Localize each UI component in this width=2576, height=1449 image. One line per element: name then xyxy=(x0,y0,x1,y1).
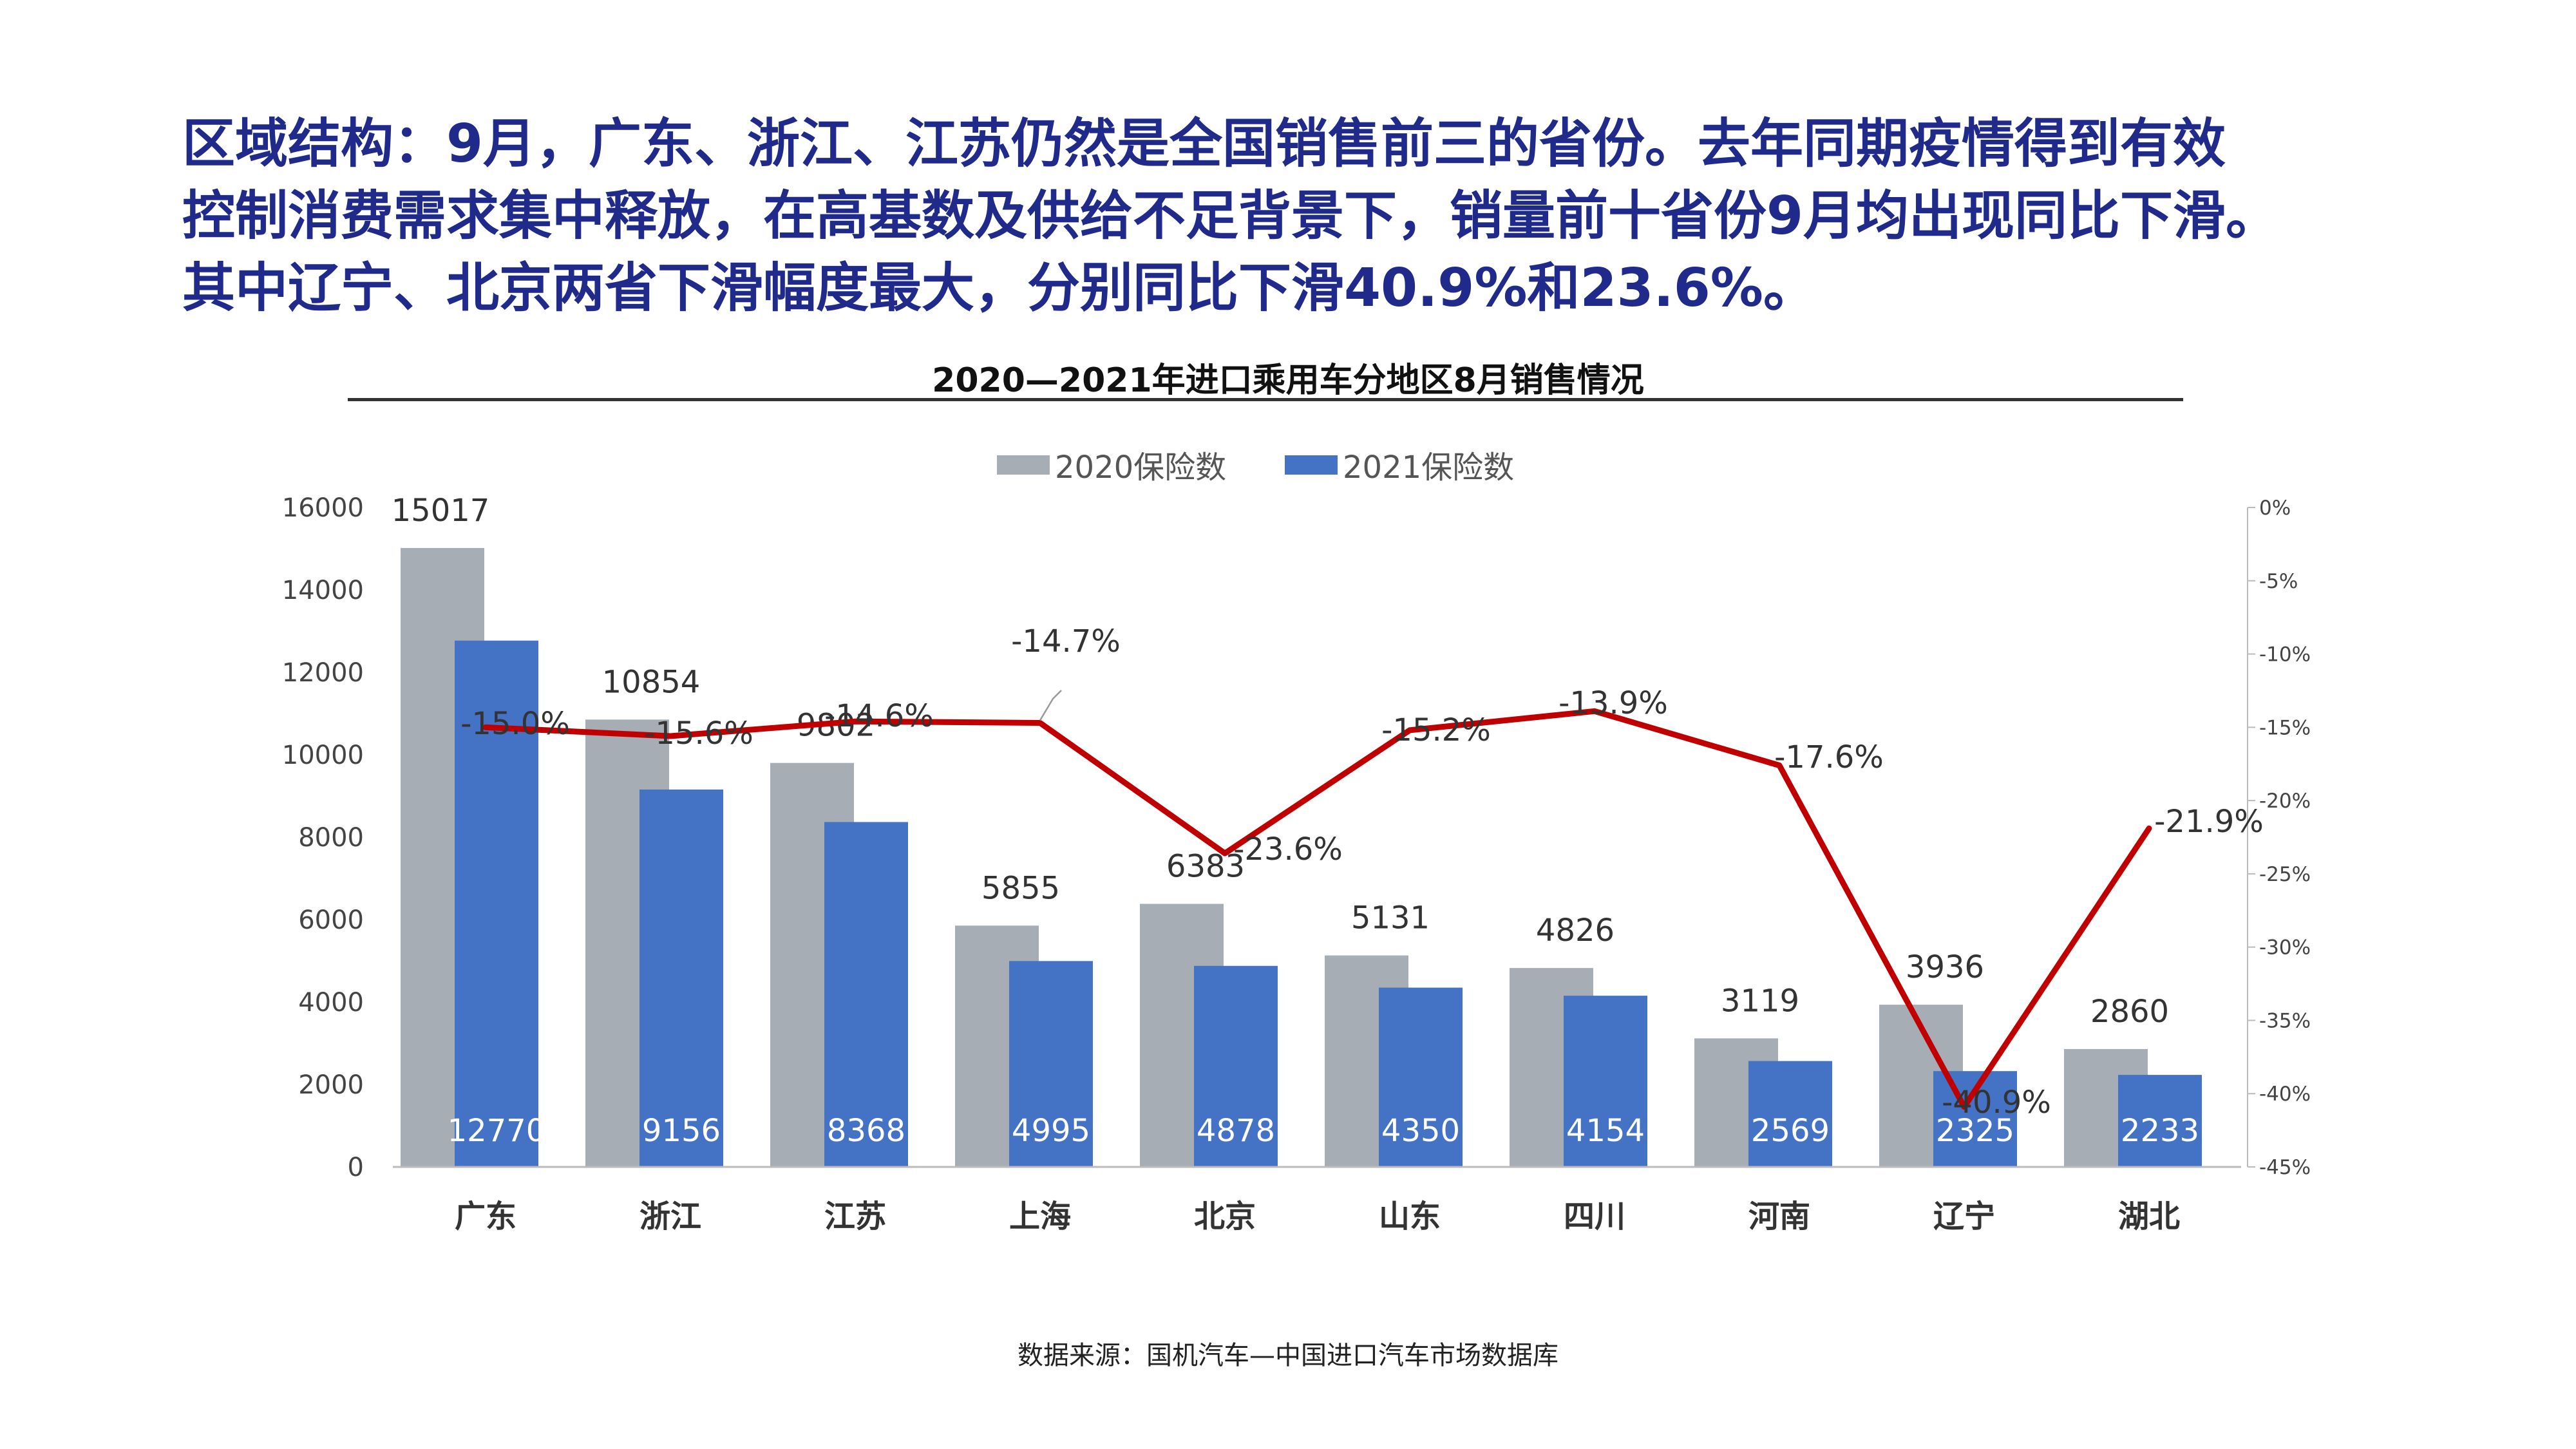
bar-2021 xyxy=(639,790,723,1167)
bar-2021-value-label: 4154 xyxy=(1566,1113,1645,1149)
y-right-tick-label: -35% xyxy=(2259,1009,2311,1032)
x-tick-label: 北京 xyxy=(1194,1198,1256,1235)
data-source: 数据来源：国机汽车—中国进口汽车市场数据库 xyxy=(1018,1341,1558,1370)
y-left-tick-label: 8000 xyxy=(298,823,364,853)
line-value-label: -15.2% xyxy=(1381,712,1491,748)
bar-2021 xyxy=(1009,961,1093,1167)
y-right-tick-label: -15% xyxy=(2259,716,2311,739)
x-tick-label: 四川 xyxy=(1564,1198,1625,1235)
bar-2020-value-label: 10854 xyxy=(602,664,701,700)
bar-2021 xyxy=(2118,1075,2202,1167)
bar-2021 xyxy=(1379,987,1463,1167)
y-left-tick-label: 14000 xyxy=(282,576,364,605)
title-divider xyxy=(348,398,2183,401)
bar-2021-value-label: 4995 xyxy=(1012,1113,1090,1149)
line-value-label: -14.6% xyxy=(824,698,934,734)
y-left-tick-label: 16000 xyxy=(282,493,364,523)
headline-line-2: 控制消费需求集中释放，在高基数及供给不足背景下，销量前十省份9月均出现同比下滑。 xyxy=(182,185,2279,247)
bar-2021 xyxy=(824,822,908,1167)
legend-swatch-2020 xyxy=(997,455,1050,475)
y-right-tick-label: -40% xyxy=(2259,1083,2311,1106)
line-value-label: -14.7% xyxy=(1011,623,1121,659)
y-right-tick-label: 0% xyxy=(2259,497,2291,520)
bar-2021 xyxy=(1564,996,1647,1167)
chart-title: 2020—2021年进口乘用车分地区8月销售情况 xyxy=(932,361,1644,400)
x-tick-label: 湖北 xyxy=(2118,1198,2180,1235)
y-left-tick-label: 4000 xyxy=(298,988,364,1018)
y-right-tick-label: -5% xyxy=(2259,570,2298,593)
y-left-tick-label: 10000 xyxy=(282,741,364,770)
bar-2021-value-label: 4350 xyxy=(1381,1113,1460,1149)
x-tick-label: 广东 xyxy=(455,1198,516,1235)
bar-2020-value-label: 5131 xyxy=(1351,900,1430,936)
y-right-tick-label: -25% xyxy=(2259,863,2311,886)
x-tick-label: 上海 xyxy=(1009,1198,1071,1235)
y-right-tick-label: -10% xyxy=(2259,643,2311,667)
bar-2021 xyxy=(1748,1061,1832,1167)
line-value-label: -13.9% xyxy=(1558,685,1668,721)
bar-2021-value-label: 2569 xyxy=(1751,1113,1830,1149)
line-value-label: -21.9% xyxy=(2154,804,2264,840)
x-tick-label: 河南 xyxy=(1748,1198,1810,1235)
line-value-label: -23.6% xyxy=(1233,831,1343,867)
bar-2021-value-label: 2233 xyxy=(2121,1113,2199,1149)
bar-2021-value-label: 9156 xyxy=(642,1113,721,1149)
x-tick-label: 山东 xyxy=(1379,1198,1441,1235)
y-left-tick-label: 6000 xyxy=(298,905,364,935)
y-right-tick-label: -45% xyxy=(2259,1156,2311,1179)
bar-2021-value-label: 12770 xyxy=(448,1113,546,1149)
bar-2020-value-label: 15017 xyxy=(392,493,490,529)
bar-2021-value-label: 2325 xyxy=(1936,1113,2014,1149)
bar-2020-value-label: 6383 xyxy=(1166,848,1245,884)
yoy-change-line xyxy=(482,708,2152,1110)
headline: 区域结构：9月，广东、浙江、江苏仍然是全国销售前三的省份。去年同期疫情得到有效 … xyxy=(182,108,2501,325)
x-tick-label: 江苏 xyxy=(824,1198,886,1235)
y-left-tick-label: 2000 xyxy=(298,1070,364,1100)
x-tick-label: 浙江 xyxy=(639,1198,701,1235)
line-value-label: -15.6% xyxy=(644,715,753,752)
line-value-label: -15.0% xyxy=(460,706,570,742)
y-right-tick-label: -20% xyxy=(2259,790,2311,813)
line-value-label: -17.6% xyxy=(1774,739,1884,775)
x-tick-label: 辽宁 xyxy=(1933,1198,1995,1235)
bar-2020-value-label: 3936 xyxy=(1906,949,1984,985)
y-right-tick-label: -30% xyxy=(2259,936,2311,960)
bar-2021-value-label: 4878 xyxy=(1197,1113,1275,1149)
headline-line-1: 区域结构：9月，广东、浙江、江苏仍然是全国销售前三的省份。去年同期疫情得到有效 xyxy=(182,113,2226,175)
y-left-tick-label: 12000 xyxy=(282,658,364,688)
legend-swatch-2021 xyxy=(1285,455,1338,475)
bar-2021-value-label: 8368 xyxy=(827,1113,905,1149)
bar-2020-value-label: 3119 xyxy=(1721,983,1799,1019)
bar-2020-value-label: 5855 xyxy=(981,870,1060,906)
bar-2021 xyxy=(1194,965,1278,1167)
bar-2020-value-label: 4826 xyxy=(1536,913,1615,949)
line-value-label: -40.9% xyxy=(1942,1084,2051,1121)
y-left-tick-label: 0 xyxy=(348,1153,364,1182)
legend-label-2020: 2020保险数 xyxy=(1055,450,1226,486)
bar-2020-value-label: 2860 xyxy=(2090,994,2169,1030)
label-leader-line xyxy=(1039,690,1062,721)
legend-label-2021: 2021保险数 xyxy=(1343,450,1514,486)
headline-line-3: 其中辽宁、北京两省下滑幅度最大，分别同比下滑40.9%和23.6%。 xyxy=(182,258,1816,319)
